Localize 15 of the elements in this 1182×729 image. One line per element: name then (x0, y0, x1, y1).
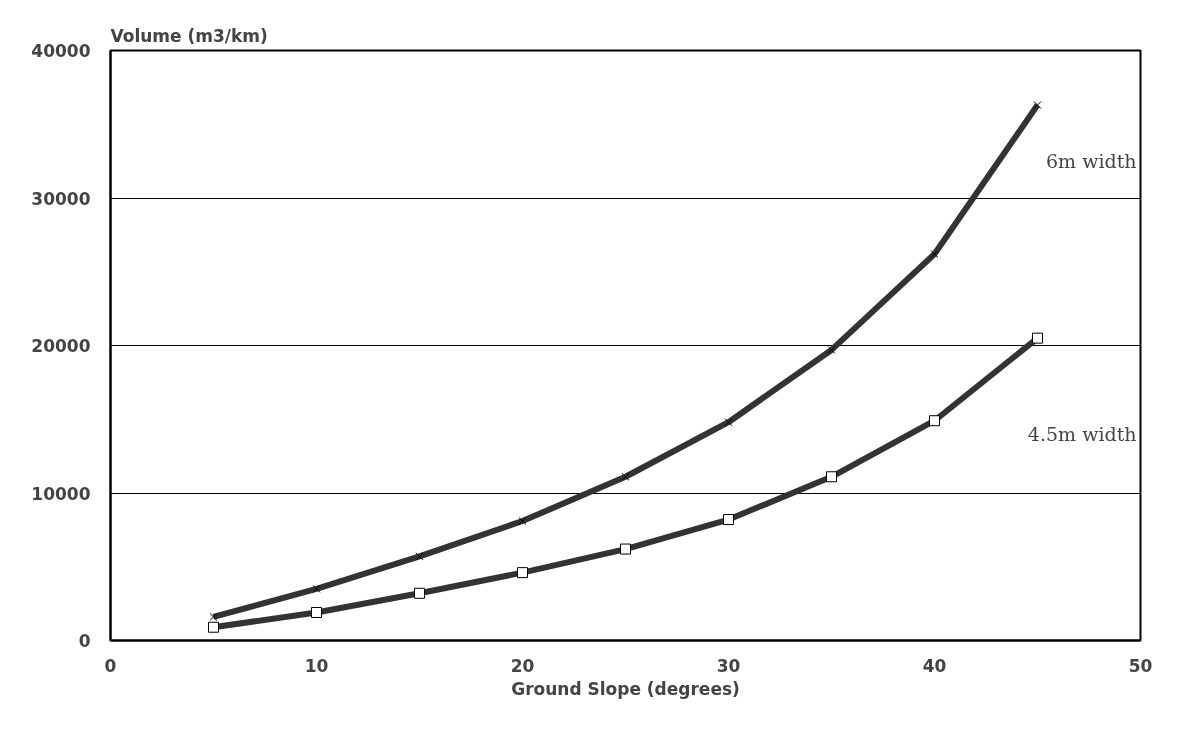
x-tick-label: 30 (716, 655, 741, 676)
y-tick-label: 20000 (31, 336, 91, 356)
text: 4.5m width (1027, 423, 1137, 446)
y-axis-title: Volume (m3/km) (110, 25, 268, 46)
x-tick-label: 20 (510, 655, 535, 676)
y-tick-label: 10000 (31, 483, 91, 504)
series-label: 6m width (1045, 150, 1137, 173)
x-tick-label: 50 (1128, 655, 1153, 676)
x-tick-label: 40 (922, 655, 947, 676)
y-tick-label: 30000 (31, 188, 91, 209)
x-tick-label: 0 (104, 655, 117, 676)
x-tick-label: 10 (304, 655, 329, 676)
x-axis-title: Ground Slope (degrees) (511, 678, 740, 699)
y-tick-label: 40000 (31, 41, 91, 61)
y-tick-label: 0 (78, 631, 91, 651)
